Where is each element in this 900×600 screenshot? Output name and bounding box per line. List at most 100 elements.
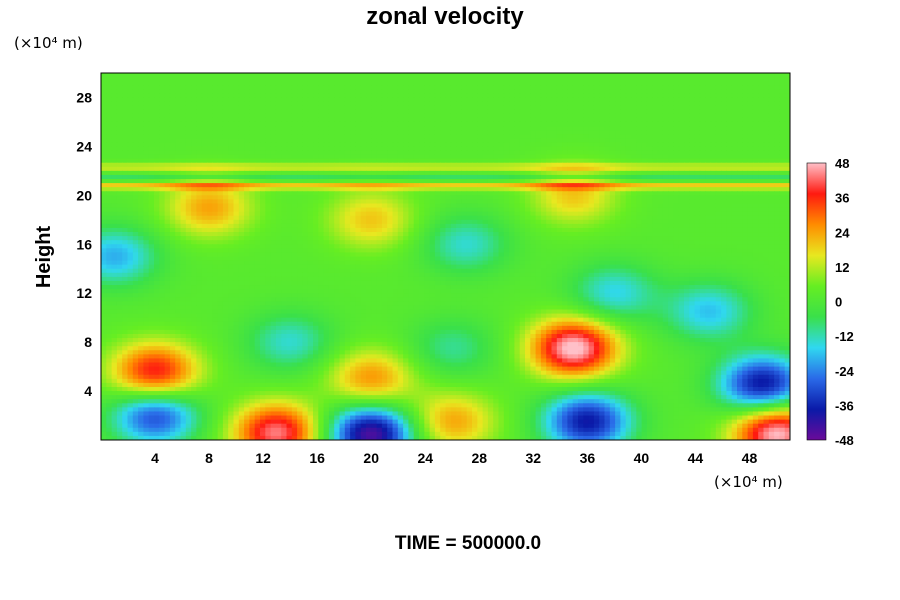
heatmap-cell <box>487 85 494 90</box>
heatmap-cell <box>350 130 356 135</box>
heatmap-cell <box>270 81 277 86</box>
heatmap-cell <box>705 211 712 217</box>
heatmap-cell <box>472 215 478 221</box>
heatmap-cell <box>154 211 160 217</box>
heatmap-cell <box>164 158 171 164</box>
heatmap-cell <box>201 85 208 90</box>
heatmap-cell <box>408 73 415 78</box>
heatmap-cell <box>286 207 293 213</box>
heatmap-cell <box>678 93 685 99</box>
heatmap-cell <box>450 101 457 107</box>
heatmap-cell <box>185 158 192 164</box>
heatmap-cell <box>148 211 155 217</box>
heatmap-cell <box>556 158 563 164</box>
heatmap-cell <box>360 170 367 176</box>
heatmap-cell <box>572 183 579 188</box>
heatmap-cell <box>207 154 213 160</box>
heatmap-cell <box>371 183 378 188</box>
heatmap-cell <box>159 211 166 217</box>
heatmap-cell <box>588 162 595 168</box>
heatmap-cell <box>530 166 537 172</box>
heatmap-cell <box>694 93 701 99</box>
heatmap-cell <box>784 203 790 209</box>
heatmap-cell <box>413 166 420 172</box>
heatmap-cell <box>366 187 372 192</box>
heatmap-cell <box>175 146 182 152</box>
heatmap-cell <box>631 170 637 176</box>
heatmap-cell <box>694 191 701 196</box>
heatmap-cell <box>106 146 113 152</box>
heatmap-cell <box>217 211 224 217</box>
heatmap-cell <box>408 170 415 176</box>
heatmap-cell <box>132 93 139 99</box>
heatmap-cell <box>387 97 394 103</box>
heatmap-cell <box>143 81 150 86</box>
heatmap-cell <box>344 158 351 164</box>
heatmap-cell <box>106 130 113 135</box>
heatmap-cell <box>456 162 462 168</box>
heatmap-cell <box>588 97 595 103</box>
heatmap-cell <box>668 195 674 201</box>
heatmap-cell <box>509 146 515 152</box>
heatmap-cell <box>111 183 118 188</box>
heatmap-cell <box>350 166 356 172</box>
heatmap-cell <box>530 117 537 123</box>
heatmap-cell <box>275 199 282 205</box>
heatmap-cell <box>689 223 696 229</box>
heatmap-cell <box>217 191 224 196</box>
heatmap-cell <box>371 174 378 180</box>
heatmap-cell <box>450 174 457 180</box>
heatmap-cell <box>408 166 415 172</box>
heatmap-cell <box>307 73 314 78</box>
heatmap-cell <box>334 211 341 217</box>
heatmap-cell <box>111 113 118 119</box>
heatmap-cell <box>355 207 362 213</box>
heatmap-cell <box>233 207 240 213</box>
heatmap-cell <box>302 77 309 82</box>
heatmap-cell <box>127 126 134 131</box>
heatmap-cell <box>381 166 388 172</box>
heatmap-cell <box>355 154 362 160</box>
heatmap-cell <box>615 158 621 164</box>
heatmap-cell <box>434 150 441 156</box>
heatmap-cell <box>270 77 277 82</box>
heatmap-cell <box>726 109 733 115</box>
heatmap-cell <box>233 138 240 143</box>
heatmap-cell <box>684 85 690 90</box>
heatmap-cell <box>514 117 521 123</box>
heatmap-cell <box>705 89 712 94</box>
heatmap-cell <box>228 183 235 188</box>
heatmap-cell <box>763 187 770 192</box>
heatmap-cell <box>291 85 298 90</box>
heatmap-cell <box>318 134 325 139</box>
heatmap-cell <box>313 81 319 86</box>
heatmap-cell <box>334 215 341 221</box>
heatmap-cell <box>180 191 187 196</box>
heatmap-cell <box>583 183 590 188</box>
heatmap-cell <box>143 93 150 99</box>
heatmap-cell <box>260 93 266 99</box>
heatmap-cell <box>599 101 606 107</box>
heatmap-cell <box>779 85 786 90</box>
heatmap-cell <box>313 126 319 131</box>
heatmap-cell <box>275 203 282 209</box>
heatmap-cell <box>599 130 606 135</box>
heatmap-cell <box>652 126 659 131</box>
heatmap-cell <box>641 162 648 168</box>
heatmap-cell <box>466 138 473 143</box>
heatmap-cell <box>339 211 346 217</box>
heatmap-cell <box>747 187 754 192</box>
heatmap-cell <box>710 170 717 176</box>
heatmap-cell <box>625 97 632 103</box>
heatmap-cell <box>191 162 197 168</box>
heatmap-cell <box>334 179 341 184</box>
heatmap-cell <box>339 154 346 160</box>
heatmap-cell <box>196 174 203 180</box>
heatmap-cell <box>344 105 351 111</box>
heatmap-cell <box>291 97 298 103</box>
heatmap-cell <box>731 219 738 225</box>
heatmap-cell <box>260 215 266 221</box>
heatmap-cell <box>207 158 213 164</box>
heatmap-cell <box>461 105 468 111</box>
heatmap-cell <box>111 219 118 225</box>
